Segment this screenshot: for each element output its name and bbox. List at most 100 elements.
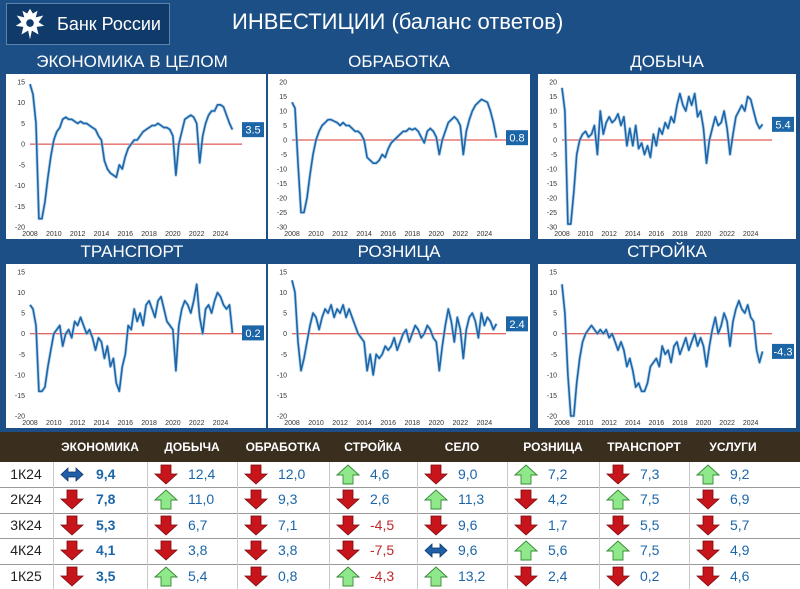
- chart-svg-economy: -20 -15 -10 -5 0 5 10 15 2008 2010 2012 2014 2016 201…: [15, 80, 264, 238]
- x-tick-label: 2022: [719, 231, 735, 238]
- cell-value: 5,7: [730, 516, 750, 533]
- table-cell: 11,3: [424, 487, 506, 512]
- table-cell: 4,6: [336, 462, 416, 487]
- y-tick-label: -10: [15, 372, 25, 379]
- column-header: ОБРАБОТКА: [245, 440, 321, 454]
- table-cell: 9,0: [424, 462, 506, 487]
- chart-svg-transport: -20 -15 -10 -5 0 5 10 15 2008 2010 2012 2014 2016 201…: [15, 270, 264, 427]
- x-tick-label: 2014: [356, 420, 372, 427]
- cell-value: -4,3: [370, 567, 395, 584]
- x-tick-label: 2016: [117, 420, 133, 427]
- cell-value: 12,4: [188, 466, 216, 482]
- arrow-both-icon: [60, 467, 84, 482]
- y-tick-label: -15: [277, 181, 287, 188]
- series-line: [29, 283, 234, 393]
- table-cell: 5,4: [154, 564, 236, 589]
- bank-logo: Банк России: [6, 3, 170, 45]
- y-tick-label: 0: [283, 331, 287, 338]
- y-tick-label: 10: [549, 109, 557, 116]
- last-value-badge: [772, 116, 794, 132]
- y-tick-label: 0: [21, 142, 25, 149]
- column-divider: [329, 462, 330, 589]
- cell-value: 4,9: [730, 542, 750, 559]
- arrow-down-icon: [336, 515, 360, 536]
- y-tick-label: -5: [551, 352, 557, 359]
- x-tick-label: 2018: [141, 420, 157, 427]
- x-tick-label: 2020: [165, 420, 181, 427]
- summary-table: ЭКОНОМИКА ДОБЫЧА ОБРАБОТКА СТРОЙКА СЕЛО РОЗНИ…: [0, 432, 800, 589]
- last-value-badge: [242, 122, 264, 138]
- y-tick-label: 0: [553, 331, 557, 338]
- header: Банк России ИНВЕСТИЦИИ (баланс ответов): [0, 0, 800, 48]
- last-value-label: 5.4: [775, 119, 790, 131]
- table-row: 1К24 9,4 12,4 12,0 4,6 9,0 7,2 7,3 9,2: [0, 462, 800, 487]
- table-cell: 3,5: [60, 564, 146, 589]
- x-tick-label: 2010: [308, 420, 324, 427]
- x-tick-label: 2012: [70, 231, 86, 238]
- arrow-up-icon: [336, 565, 360, 587]
- arrow-down-icon: [606, 464, 630, 485]
- y-tick-label: -15: [15, 393, 25, 400]
- arrow-down-icon: [244, 515, 268, 536]
- x-tick-label: 2010: [46, 231, 62, 238]
- y-tick-label: 10: [17, 290, 25, 297]
- column-header: РОЗНИЦА: [523, 440, 583, 454]
- table-cell: 5,5: [606, 513, 688, 538]
- last-value-label: 0.2: [245, 328, 260, 340]
- row-label: 3К24: [10, 516, 42, 533]
- y-tick-label: -10: [277, 372, 287, 379]
- y-tick-label: 10: [279, 109, 287, 116]
- series-line: [561, 284, 764, 417]
- table-cell: 4,2: [514, 487, 598, 512]
- x-tick-label: 2018: [672, 420, 688, 427]
- column-header: ЭКОНОМИКА: [61, 440, 139, 454]
- y-tick-label: -5: [281, 152, 287, 159]
- series-line-halo: [290, 279, 498, 377]
- row-label: 1К24: [10, 466, 42, 482]
- last-value-label: 0.8: [509, 133, 524, 145]
- cell-value: 5,5: [640, 516, 660, 533]
- row-divider: [0, 563, 800, 565]
- arrow-both-icon: [424, 543, 448, 559]
- table-cell: 0,8: [244, 564, 328, 589]
- x-tick-label: 2014: [94, 420, 110, 427]
- column-divider: [53, 462, 54, 589]
- series-line-halo: [28, 282, 234, 393]
- arrow-up-icon: [514, 540, 538, 561]
- arrow-up-icon: [696, 464, 720, 485]
- y-tick-label: 20: [549, 80, 557, 87]
- x-tick-label: 2024: [743, 420, 759, 427]
- x-tick-label: 2012: [332, 231, 348, 238]
- cell-value: 3,5: [96, 567, 116, 584]
- y-tick-label: -15: [547, 393, 557, 400]
- table-cell: -7,5: [336, 538, 416, 563]
- table-cell: 11,0: [154, 487, 236, 512]
- x-tick-label: 2010: [46, 420, 62, 427]
- table-cell: 5,7: [696, 513, 776, 538]
- table-cell: 2,6: [336, 487, 416, 512]
- y-tick-label: -20: [15, 414, 25, 421]
- y-tick-label: 5: [283, 311, 287, 318]
- arrow-up-icon: [424, 489, 448, 510]
- last-value-badge: [506, 130, 528, 146]
- y-tick-label: -10: [547, 372, 557, 379]
- arrow-up-icon: [336, 464, 360, 485]
- arrow-down-icon: [514, 515, 538, 536]
- page-title: ИНВЕСТИЦИИ (баланс ответов): [232, 9, 564, 34]
- chart-svg-construction: -20 -15 -10 -5 0 5 10 15 2008 2010 2012 2014 2016 201…: [547, 270, 794, 427]
- table-cell: 7,8: [60, 487, 146, 512]
- y-tick-label: -20: [15, 225, 25, 232]
- y-tick-label: 5: [21, 311, 25, 318]
- column-divider: [507, 462, 508, 589]
- table-cell: 13,2: [424, 564, 506, 589]
- x-tick-label: 2024: [477, 420, 493, 427]
- table-cell: 4,6: [696, 564, 776, 589]
- y-tick-label: 15: [17, 270, 25, 277]
- y-tick-label: 10: [17, 100, 25, 107]
- arrow-down-icon: [606, 515, 630, 536]
- y-tick-label: 15: [549, 94, 557, 101]
- arrow-down-icon: [60, 540, 84, 561]
- chart-svg-manufacturing: -30 -25 -20 -15 -10 -5 0 5 10 15 20 2008 2010 2012 201…: [277, 80, 528, 238]
- chart-mining: -30 -25 -20 -15 -10 -5 0 5 10 15 20 2008 2010 2012 201…: [538, 74, 796, 239]
- cell-value: 13,2: [458, 567, 486, 584]
